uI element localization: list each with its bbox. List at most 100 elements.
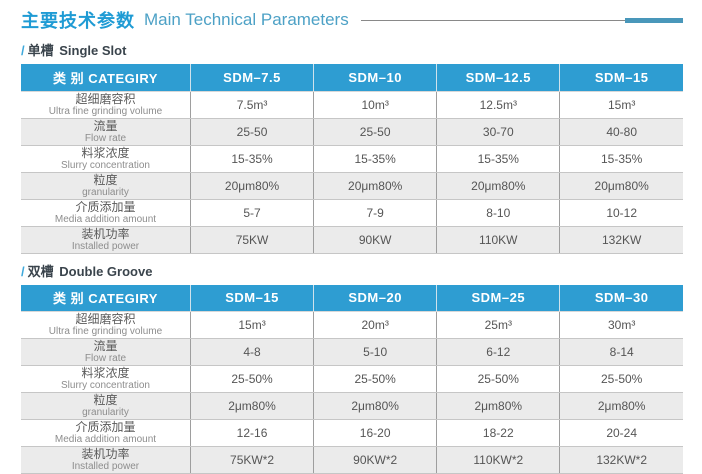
double-groove-table: 类 别 CATEGIRY SDM–15 SDM–20 SDM–25 SDM–30… bbox=[21, 285, 683, 474]
value-cell: 75KW bbox=[190, 226, 313, 253]
category-label-zh: 超细磨容积 bbox=[23, 313, 188, 325]
page-title: 主要技术参数 Main Technical Parameters bbox=[21, 7, 683, 33]
category-cell: 装机功率 Installed power bbox=[21, 447, 190, 474]
value-cell: 20-24 bbox=[560, 420, 683, 447]
title-rule-accent bbox=[625, 18, 683, 23]
category-label-zh: 料浆浓度 bbox=[23, 367, 188, 379]
category-label-en: Slurry concentration bbox=[23, 160, 188, 171]
category-label-en: Media addition amount bbox=[23, 434, 188, 445]
category-cell: 流量 Flow rate bbox=[21, 118, 190, 145]
category-cell: 粒度 granularity bbox=[21, 393, 190, 420]
value-cell: 8-10 bbox=[437, 199, 560, 226]
value-cell: 110KW*2 bbox=[437, 447, 560, 474]
category-label-en: Slurry concentration bbox=[23, 380, 188, 391]
value-cell: 75KW*2 bbox=[190, 447, 313, 474]
category-cell: 料浆浓度 Slurry concentration bbox=[21, 366, 190, 393]
value-cell: 2μm80% bbox=[190, 393, 313, 420]
value-cell: 25-50% bbox=[190, 366, 313, 393]
category-label-zh: 流量 bbox=[23, 340, 188, 352]
category-cell: 粒度 granularity bbox=[21, 172, 190, 199]
category-cell: 介质添加量 Media addition amount bbox=[21, 199, 190, 226]
column-header-sdm: SDM–10 bbox=[314, 64, 437, 91]
category-label-zh: 装机功率 bbox=[23, 228, 188, 240]
section-title-single-slot: /单槽 Single Slot bbox=[21, 43, 683, 59]
value-cell: 2μm80% bbox=[560, 393, 683, 420]
category-label-zh: 装机功率 bbox=[23, 448, 188, 460]
value-cell: 2μm80% bbox=[437, 393, 560, 420]
value-cell: 5-7 bbox=[190, 199, 313, 226]
table-row-slurry-concentration: 料浆浓度 Slurry concentration 15-35% 15-35% … bbox=[21, 145, 683, 172]
table-row-media-addition: 介质添加量 Media addition amount 5-7 7-9 8-10… bbox=[21, 199, 683, 226]
category-label-zh: 粒度 bbox=[23, 394, 188, 406]
section-label-en: Single Slot bbox=[59, 43, 126, 58]
value-cell: 20μm80% bbox=[190, 172, 313, 199]
single-slot-table: 类 别 CATEGIRY SDM–7.5 SDM–10 SDM–12.5 SDM… bbox=[21, 64, 683, 254]
value-cell: 15-35% bbox=[437, 145, 560, 172]
value-cell: 25-50% bbox=[314, 366, 437, 393]
category-label-en: Media addition amount bbox=[23, 214, 188, 225]
category-label-en: Installed power bbox=[23, 241, 188, 252]
section-slash: / bbox=[21, 43, 25, 58]
category-cell: 超细磨容积 Ultra fine grinding volume bbox=[21, 91, 190, 118]
table-row-installed-power: 装机功率 Installed power 75KW*2 90KW*2 110KW… bbox=[21, 447, 683, 474]
value-cell: 2μm80% bbox=[314, 393, 437, 420]
column-header-sdm: SDM–12.5 bbox=[437, 64, 560, 91]
category-label-en: Installed power bbox=[23, 461, 188, 472]
column-header-sdm: SDM–20 bbox=[314, 285, 437, 312]
value-cell: 4-8 bbox=[190, 339, 313, 366]
table-header-row: 类 别 CATEGIRY SDM–15 SDM–20 SDM–25 SDM–30 bbox=[21, 285, 683, 312]
value-cell: 20μm80% bbox=[437, 172, 560, 199]
category-column-header: 类 别 CATEGIRY bbox=[21, 64, 190, 91]
category-label-en: Ultra fine grinding volume bbox=[23, 106, 188, 117]
column-header-sdm: SDM–25 bbox=[437, 285, 560, 312]
page-title-en: Main Technical Parameters bbox=[144, 10, 349, 30]
category-label-en: granularity bbox=[23, 187, 188, 198]
value-cell: 25-50 bbox=[190, 118, 313, 145]
column-header-sdm: SDM–7.5 bbox=[190, 64, 313, 91]
category-label-zh: 超细磨容积 bbox=[23, 93, 188, 105]
category-cell: 流量 Flow rate bbox=[21, 339, 190, 366]
value-cell: 18-22 bbox=[437, 420, 560, 447]
value-cell: 15-35% bbox=[190, 145, 313, 172]
category-label-en: Flow rate bbox=[23, 353, 188, 364]
table-row-slurry-concentration: 料浆浓度 Slurry concentration 25-50% 25-50% … bbox=[21, 366, 683, 393]
value-cell: 6-12 bbox=[437, 339, 560, 366]
value-cell: 15-35% bbox=[560, 145, 683, 172]
value-cell: 10-12 bbox=[560, 199, 683, 226]
section-label-zh: 单槽 bbox=[28, 43, 54, 58]
category-label-zh: 介质添加量 bbox=[23, 201, 188, 213]
value-cell: 12-16 bbox=[190, 420, 313, 447]
section-title-double-groove: /双槽 Double Groove bbox=[21, 264, 683, 280]
value-cell: 25-50% bbox=[437, 366, 560, 393]
value-cell: 30-70 bbox=[437, 118, 560, 145]
value-cell: 16-20 bbox=[314, 420, 437, 447]
value-cell: 25m³ bbox=[437, 312, 560, 339]
value-cell: 132KW bbox=[560, 226, 683, 253]
table-header-row: 类 别 CATEGIRY SDM–7.5 SDM–10 SDM–12.5 SDM… bbox=[21, 64, 683, 91]
category-label-zh: 粒度 bbox=[23, 174, 188, 186]
value-cell: 40-80 bbox=[560, 118, 683, 145]
table-row-flow-rate: 流量 Flow rate 25-50 25-50 30-70 40-80 bbox=[21, 118, 683, 145]
value-cell: 110KW bbox=[437, 226, 560, 253]
value-cell: 5-10 bbox=[314, 339, 437, 366]
table-row-media-addition: 介质添加量 Media addition amount 12-16 16-20 … bbox=[21, 420, 683, 447]
page-title-zh: 主要技术参数 bbox=[21, 7, 135, 33]
value-cell: 25-50 bbox=[314, 118, 437, 145]
table-row-grinding-volume: 超细磨容积 Ultra fine grinding volume 7.5m³ 1… bbox=[21, 91, 683, 118]
table-row-granularity: 粒度 granularity 2μm80% 2μm80% 2μm80% 2μm8… bbox=[21, 393, 683, 420]
category-cell: 装机功率 Installed power bbox=[21, 226, 190, 253]
value-cell: 15-35% bbox=[314, 145, 437, 172]
value-cell: 90KW*2 bbox=[314, 447, 437, 474]
table-row-grinding-volume: 超细磨容积 Ultra fine grinding volume 15m³ 20… bbox=[21, 312, 683, 339]
category-label-zh: 流量 bbox=[23, 120, 188, 132]
category-label-zh: 料浆浓度 bbox=[23, 147, 188, 159]
category-label-en: Flow rate bbox=[23, 133, 188, 144]
value-cell: 15m³ bbox=[190, 312, 313, 339]
value-cell: 20μm80% bbox=[560, 172, 683, 199]
value-cell: 25-50% bbox=[560, 366, 683, 393]
value-cell: 90KW bbox=[314, 226, 437, 253]
table-row-granularity: 粒度 granularity 20μm80% 20μm80% 20μm80% 2… bbox=[21, 172, 683, 199]
category-label-zh: 介质添加量 bbox=[23, 421, 188, 433]
category-cell: 料浆浓度 Slurry concentration bbox=[21, 145, 190, 172]
